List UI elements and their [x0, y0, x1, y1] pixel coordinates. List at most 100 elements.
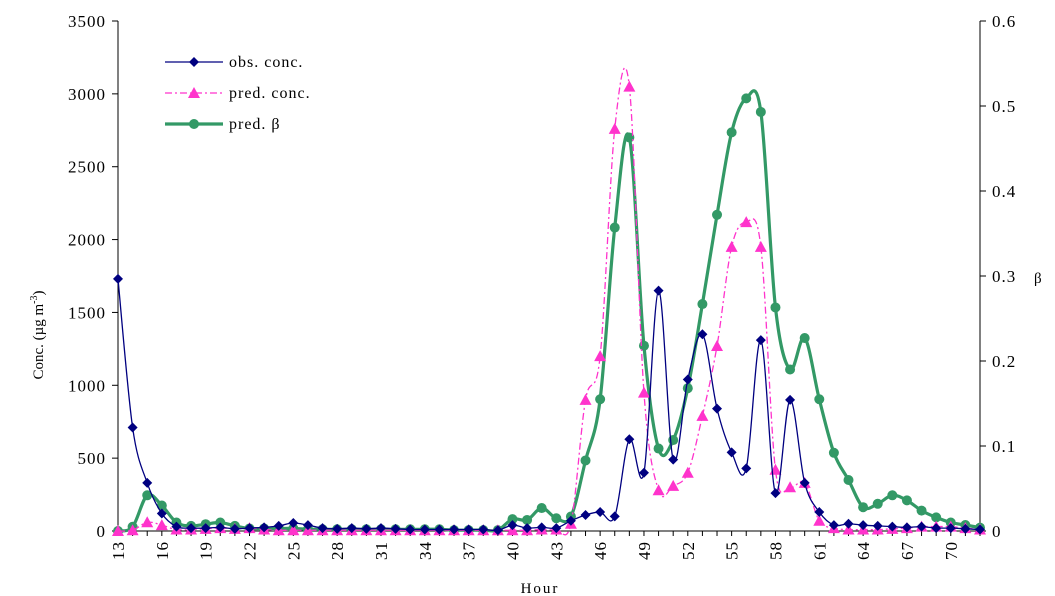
data-point [931, 523, 942, 534]
data-point [215, 522, 226, 533]
data-point [361, 523, 372, 534]
data-point [887, 521, 898, 532]
data-point [931, 512, 942, 523]
data-point [522, 523, 533, 534]
data-point [755, 335, 766, 346]
data-point [653, 285, 664, 296]
legend-item: pred. β [165, 116, 280, 133]
data-point [522, 514, 533, 525]
x-tick-label: 49 [635, 541, 654, 560]
data-point [696, 409, 709, 421]
data-point [287, 524, 300, 536]
data-point [726, 447, 737, 458]
data-point [623, 80, 636, 92]
data-point [317, 523, 328, 534]
x-tick-label: 40 [503, 541, 522, 560]
data-point [653, 443, 664, 454]
y-left-tick-label: 3500 [68, 12, 106, 31]
data-point [916, 521, 927, 532]
data-point [637, 386, 650, 398]
data-point [113, 273, 123, 284]
data-point [594, 350, 607, 362]
y-right-tick-label: 0.4 [992, 182, 1016, 201]
legend-swatch-marker [189, 57, 199, 67]
legend-label: pred. conc. [229, 85, 311, 102]
data-point [463, 524, 474, 535]
data-point [551, 513, 562, 524]
data-point [171, 521, 182, 532]
data-point [419, 524, 430, 535]
data-point [858, 520, 869, 531]
y-right-tick-label: 0.3 [992, 267, 1016, 286]
data-point [668, 435, 679, 446]
data-point [186, 523, 197, 534]
series-line [117, 278, 981, 532]
x-tick-label: 52 [679, 541, 698, 560]
data-point [449, 524, 460, 535]
x-tick-label: 31 [372, 541, 391, 560]
data-point [142, 490, 153, 501]
data-point [901, 495, 912, 506]
data-point [638, 340, 649, 351]
data-point [712, 209, 723, 220]
series-line [117, 67, 981, 536]
data-point [754, 240, 767, 252]
data-point [901, 522, 912, 533]
data-point [770, 302, 781, 313]
data-point [682, 374, 693, 385]
y-axis-right-title: β [1034, 271, 1042, 287]
data-point [609, 222, 620, 233]
x-tick-label: 37 [460, 541, 479, 560]
series-pred-conc- [112, 67, 986, 536]
x-tick-label: 64 [854, 541, 873, 560]
data-point [302, 520, 313, 531]
data-point [580, 455, 591, 466]
data-point [813, 514, 826, 526]
data-point [608, 122, 621, 134]
legend-swatch-marker [189, 119, 199, 129]
data-point [711, 339, 724, 351]
y-right-tick-label: 0.2 [992, 352, 1016, 371]
data-point [155, 519, 168, 531]
y-left-tick-label: 500 [78, 449, 107, 468]
data-point [434, 524, 445, 535]
data-point [799, 333, 810, 344]
x-tick-label: 19 [197, 541, 216, 560]
x-tick-label: 22 [240, 541, 259, 560]
y-axis-left-title: Conc. (µg m-3) [29, 290, 47, 379]
legend-swatch-marker [188, 87, 200, 98]
data-point [843, 475, 854, 485]
x-tick-label: 46 [591, 541, 610, 560]
x-tick-label: 25 [284, 541, 303, 560]
y-left-tick-label: 3000 [68, 85, 106, 104]
data-point [681, 466, 694, 478]
data-point [142, 477, 153, 488]
data-point [814, 507, 825, 518]
legend-label: obs. conc. [229, 54, 303, 71]
data-point [565, 515, 576, 526]
data-point [156, 508, 167, 519]
data-point [638, 467, 649, 478]
x-tick-label: 61 [810, 541, 829, 560]
data-point [843, 518, 854, 529]
y-right-tick-label: 0.6 [992, 12, 1016, 31]
legend: obs. conc. pred. conc. pred. β [165, 54, 311, 133]
x-tick-label: 43 [547, 541, 566, 560]
y-left-tick-label: 2500 [68, 158, 106, 177]
data-point [609, 511, 620, 522]
data-point [872, 520, 883, 531]
data-point [126, 524, 139, 536]
data-point [595, 394, 606, 405]
data-point [814, 394, 825, 405]
data-point [842, 523, 855, 535]
data-point [492, 525, 503, 536]
data-point [127, 422, 138, 433]
x-tick-label: 28 [328, 541, 347, 560]
x-tick-label: 16 [153, 541, 172, 560]
series-pred- [113, 89, 985, 536]
y-right-tick-label: 0 [992, 522, 1002, 541]
data-point [945, 523, 956, 534]
data-point [828, 447, 839, 458]
y-left-tick-label: 1000 [68, 376, 106, 395]
